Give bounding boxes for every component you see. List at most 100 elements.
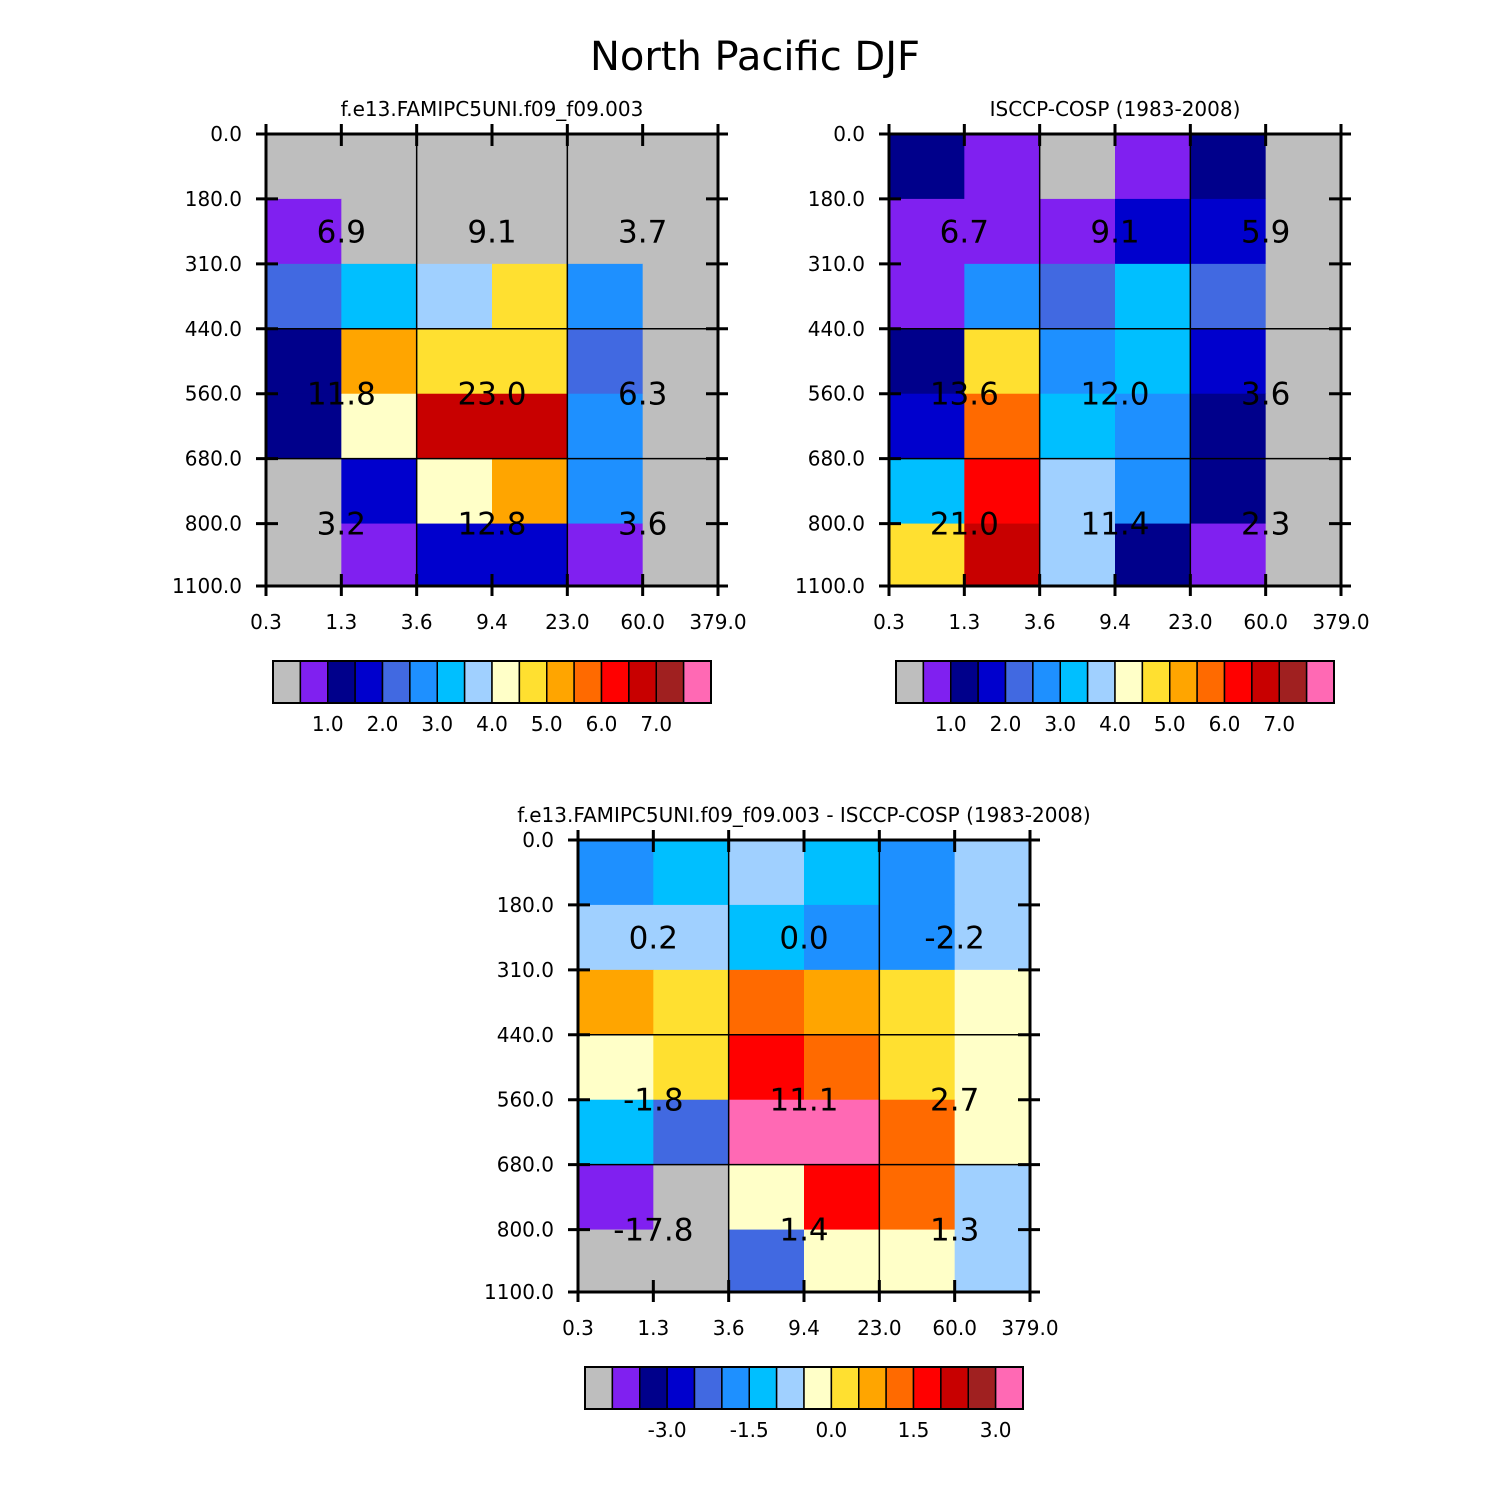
y-tick-label: 1100.0	[795, 574, 865, 598]
heatmap-cell	[567, 458, 644, 525]
y-tick-label: 680.0	[185, 447, 242, 471]
heatmap-cell	[642, 134, 719, 200]
heatmap-cell	[889, 328, 965, 395]
x-tick-label: 379.0	[1001, 1316, 1058, 1340]
group-value-label: 5.9	[1241, 214, 1290, 250]
y-tick-label: 440.0	[497, 1023, 554, 1047]
heatmap-cell	[1265, 393, 1342, 460]
colorbar-label: 7.0	[640, 712, 672, 736]
heatmap-cell	[653, 1164, 730, 1231]
colorbar-box	[967, 1366, 997, 1410]
colorbar-box	[912, 1366, 942, 1410]
heatmap-cell	[341, 393, 418, 460]
heatmap-cell	[964, 523, 1041, 587]
colorbar-box	[463, 660, 493, 704]
colorbar-box	[940, 1366, 969, 1410]
heatmap-cell	[1115, 328, 1191, 395]
group-value-label: 9.1	[1090, 214, 1139, 250]
heatmap-cell	[804, 1099, 880, 1166]
heatmap-cell	[492, 134, 568, 200]
heatmap-cell	[266, 393, 342, 460]
group-value-label: 3.6	[1241, 377, 1290, 413]
heatmap-cell	[1190, 328, 1267, 395]
heatmap-cell	[728, 1164, 805, 1231]
heatmap-cell	[266, 458, 342, 525]
heatmap-cell	[1115, 263, 1191, 330]
y-tick-label: 560.0	[497, 1088, 554, 1112]
colorbar-label: 3.0	[1044, 712, 1076, 736]
heatmap-cell	[728, 1099, 805, 1166]
heatmap-cell	[804, 1034, 880, 1101]
x-tick-label: 0.3	[250, 610, 282, 634]
y-tick-label: 0.0	[210, 122, 242, 146]
heatmap-cell	[1190, 134, 1267, 200]
y-tick-label: 800.0	[497, 1218, 554, 1242]
heatmap-cell	[954, 1229, 1031, 1293]
group-value-label: 21.0	[930, 507, 999, 543]
colorbar-label: 5.0	[1154, 712, 1186, 736]
colorbar-frame	[895, 660, 1335, 704]
heatmap-cell	[1115, 134, 1191, 200]
heatmap-cell	[1190, 458, 1267, 525]
heatmap-cell	[416, 198, 493, 265]
heatmap-cell	[1265, 328, 1342, 395]
heatmap-cell	[964, 134, 1041, 200]
x-tick-label: 9.4	[1099, 610, 1131, 634]
heatmap-cell	[416, 328, 493, 395]
heatmap-cell	[964, 263, 1041, 330]
group-value-label: 2.3	[1241, 507, 1290, 543]
group-value-label: -1.8	[623, 1083, 684, 1119]
group-value-label: -2.2	[924, 920, 985, 956]
colorbar-box	[327, 660, 356, 704]
group-value-label: 6.3	[618, 377, 667, 413]
heatmap-cell	[1265, 458, 1342, 525]
y-tick-label: 1100.0	[172, 574, 242, 598]
colorbar-box	[1059, 660, 1089, 704]
colorbar-box	[803, 1366, 833, 1410]
heatmap-cell	[879, 1034, 956, 1101]
heatmap-cell	[1039, 263, 1116, 330]
x-tick-label: 3.6	[401, 610, 433, 634]
heatmap-cell	[578, 1164, 654, 1231]
group-value-label: 0.2	[629, 920, 678, 956]
panels: f.e13.FAMIPC5UNI.f09_f09.003 6.9 9.1 3.7 11.…	[172, 97, 1370, 1442]
heatmap-cell	[954, 1099, 1031, 1166]
heatmap-cell	[642, 198, 719, 265]
heatmap-cell	[567, 198, 644, 265]
group-value-label: 3.7	[618, 214, 667, 250]
heatmap-cell	[889, 134, 965, 200]
heatmap-cell	[642, 393, 719, 460]
heatmap-cell	[879, 840, 956, 906]
colorbar-box	[922, 660, 952, 704]
heatmap-cell	[889, 198, 965, 265]
colorbar-box	[1196, 660, 1226, 704]
colorbar-label: 6.0	[1209, 712, 1241, 736]
y-tick-label: 800.0	[808, 512, 865, 536]
panel-title: f.e13.FAMIPC5UNI.f09_f09.003 - ISCCP-COS…	[517, 803, 1090, 827]
heatmap-cell	[492, 198, 568, 265]
group-value-label: 2.7	[930, 1083, 979, 1119]
heatmap-cell	[1039, 198, 1116, 265]
panel-title: f.e13.FAMIPC5UNI.f09_f09.003	[341, 97, 644, 121]
group-value-label: 13.6	[930, 377, 999, 413]
heatmap-cell	[954, 904, 1031, 971]
x-tick-label: 23.0	[545, 610, 590, 634]
colorbar-box	[950, 660, 979, 704]
colorbar-label: 4.0	[1099, 712, 1131, 736]
heatmap-cell	[889, 263, 965, 330]
colorbar-box	[518, 660, 548, 704]
heatmap-cell	[492, 263, 568, 330]
heatmap-cell	[728, 1229, 805, 1293]
heatmap-cell	[889, 458, 965, 525]
x-tick-label: 379.0	[689, 610, 746, 634]
colorbar-box	[1305, 660, 1335, 704]
heatmap-cell	[879, 969, 956, 1036]
heatmap-cell	[964, 198, 1041, 265]
colorbar-box	[436, 660, 466, 704]
heatmap-cell	[266, 523, 342, 587]
x-tick-label: 23.0	[1168, 610, 1213, 634]
heatmap-cell	[964, 458, 1041, 525]
heatmap-cell	[1039, 458, 1116, 525]
panel-title: ISCCP-COSP (1983-2008)	[990, 97, 1241, 121]
heatmap-cell	[578, 969, 654, 1036]
